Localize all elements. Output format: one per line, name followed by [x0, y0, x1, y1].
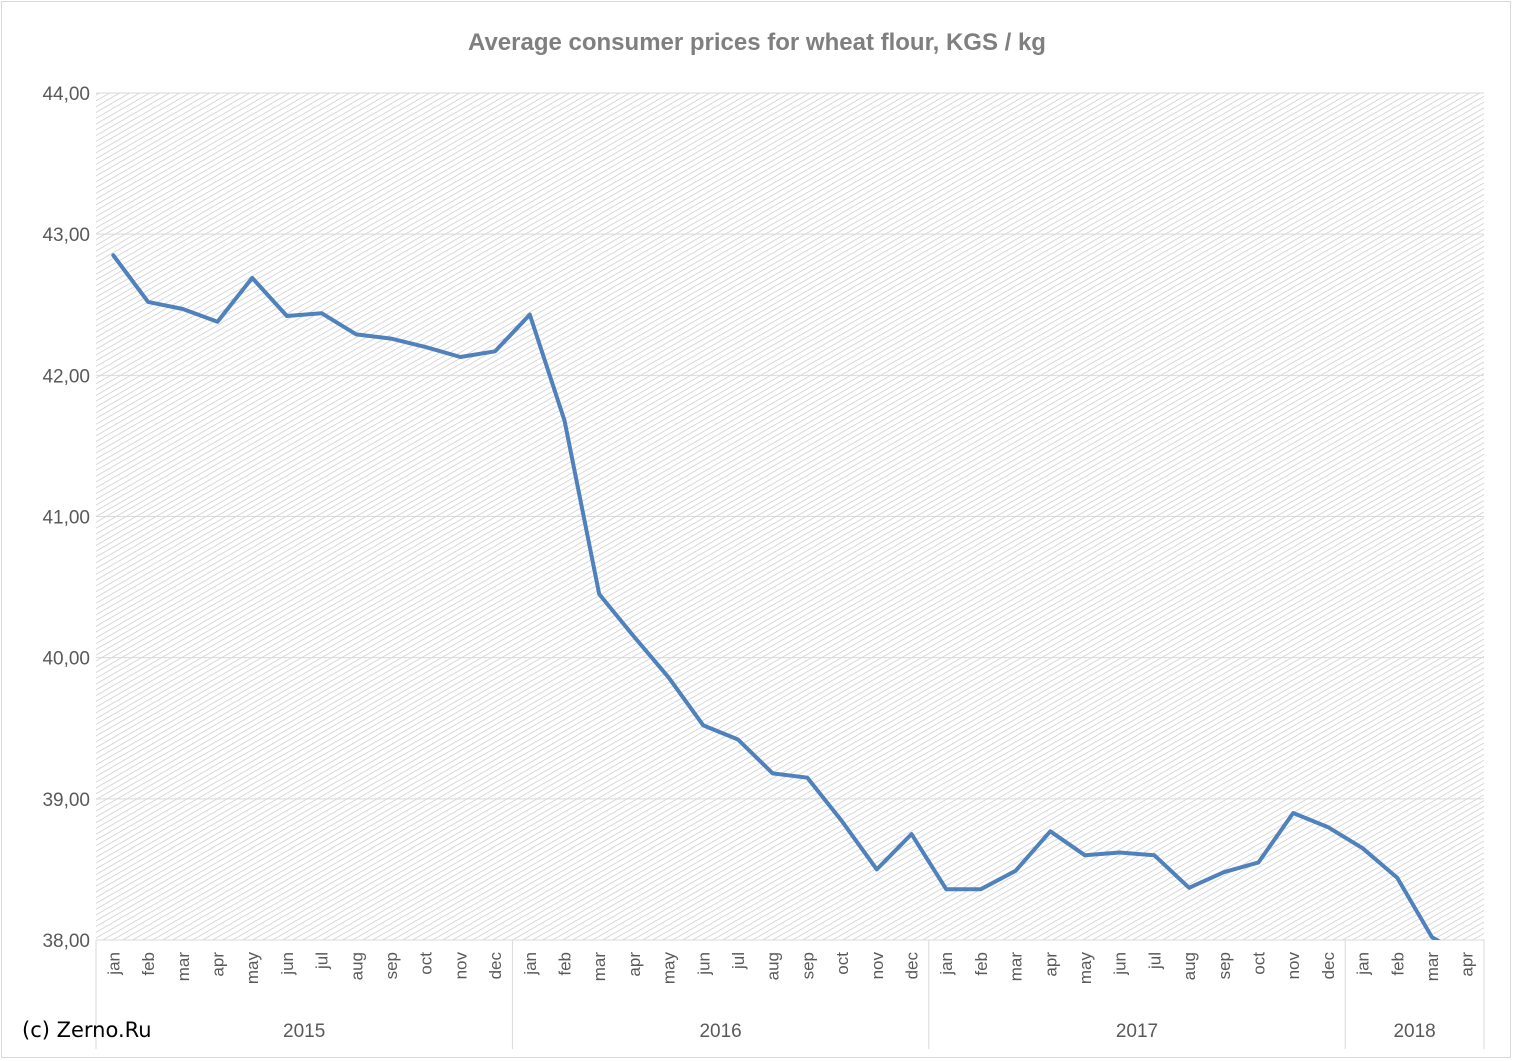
month-tick-label: dec [486, 952, 505, 980]
month-tick-label: oct [1249, 952, 1268, 975]
month-tick-label: jun [694, 952, 713, 976]
y-axis-ticks: 38,00 39,00 40,00 41,00 42,00 43,00 44,00 [42, 84, 90, 952]
year-label: 2018 [1393, 1021, 1435, 1042]
month-tick-label: apr [208, 952, 227, 977]
month-tick-label: jul [1145, 952, 1164, 970]
price-line [111, 253, 1441, 940]
chart-title: Average consumer prices for wheat flour,… [468, 29, 1046, 56]
month-tick-label: dec [1319, 952, 1338, 980]
month-tick-label: feb [555, 952, 574, 976]
y-tick-label: 42,00 [42, 366, 90, 387]
month-tick-label: mar [1007, 952, 1026, 982]
month-tick-label: apr [1458, 952, 1477, 977]
month-tick-label: may [660, 952, 679, 985]
y-tick-label: 43,00 [42, 225, 90, 246]
y-tick-label: 44,00 [42, 84, 90, 105]
year-label: 2017 [1116, 1021, 1158, 1042]
y-tick-label: 41,00 [42, 508, 90, 529]
month-tick-label: aug [347, 952, 366, 980]
month-tick-label: dec [902, 952, 921, 980]
series [111, 253, 1441, 940]
month-tick-label: mar [174, 952, 193, 982]
copyright-credit: (c) Zerno.Ru [22, 1018, 152, 1042]
month-tick-label: sep [1215, 952, 1234, 979]
month-tick-label: feb [972, 952, 991, 976]
y-tick-label: 39,00 [42, 790, 90, 811]
year-label: 2015 [283, 1021, 325, 1042]
month-tick-label: jan [521, 952, 540, 976]
month-tick-label: jan [1354, 952, 1373, 976]
month-tick-label: aug [1180, 952, 1199, 980]
month-tick-label: may [1076, 952, 1095, 985]
month-tick-label: sep [798, 952, 817, 979]
month-tick-label: jan [937, 952, 956, 976]
month-tick-label: jan [104, 952, 123, 976]
month-tick-label: sep [382, 952, 401, 979]
month-tick-label: feb [1388, 952, 1407, 976]
month-tick-label: may [243, 952, 262, 985]
month-tick-label: oct [417, 952, 436, 975]
month-tick-label: jun [278, 952, 297, 976]
month-tick-label: nov [1284, 952, 1303, 980]
year-label: 2016 [699, 1021, 741, 1042]
month-tick-label: nov [868, 952, 887, 980]
month-tick-label: feb [139, 952, 158, 976]
month-tick-label: jul [729, 952, 748, 970]
month-tick-label: apr [625, 952, 644, 977]
month-tick-label: mar [590, 952, 609, 982]
month-tick-label: mar [1423, 952, 1442, 982]
month-tick-label: apr [1041, 952, 1060, 977]
month-tick-label: nov [451, 952, 470, 980]
month-tick-label: oct [833, 952, 852, 975]
month-tick-label: jun [1111, 952, 1130, 976]
month-tick-label: jul [313, 952, 332, 970]
y-tick-label: 40,00 [42, 649, 90, 670]
y-tick-label: 38,00 [42, 931, 90, 952]
month-tick-label: aug [764, 952, 783, 980]
